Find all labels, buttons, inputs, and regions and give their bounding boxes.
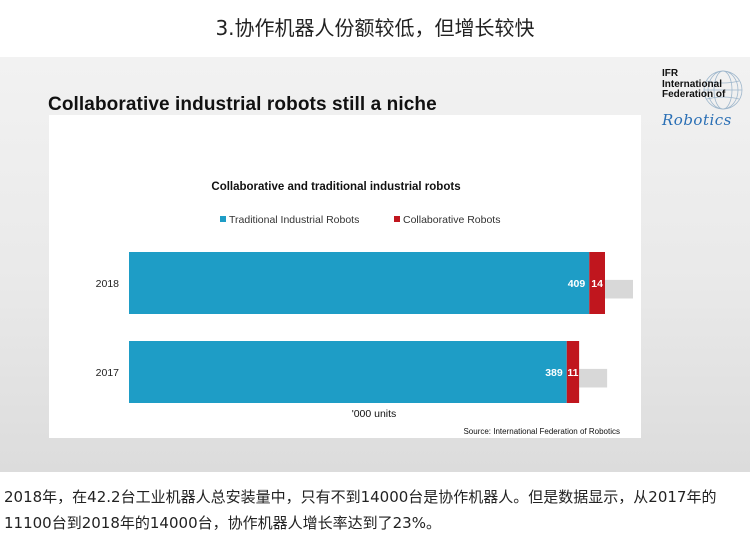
category-label: 2018 (96, 278, 120, 290)
logo-text: IFR International Federation of (662, 68, 726, 101)
page-title: 3.协作机器人份额较低，但增长较快 (215, 16, 535, 40)
bar-traditional (129, 341, 567, 403)
x-axis-label: '000 units (352, 408, 397, 420)
globe-icon (703, 70, 743, 110)
bar-shadow (605, 279, 633, 299)
bar-collaborative (589, 252, 605, 314)
bars: 2018 409 14 2017 389 11 (96, 252, 633, 403)
bar-traditional (129, 252, 590, 314)
data-label: 14 (591, 278, 603, 290)
chart-title: Collaborative and traditional industrial… (211, 181, 460, 193)
logo-line-ifr: IFR (662, 68, 679, 79)
legend-swatch (394, 216, 400, 222)
chart-panel: Collaborative and traditional industrial… (49, 115, 641, 438)
legend-item: Collaborative Robots (394, 214, 500, 226)
logo-line-international: International (662, 78, 723, 90)
data-label: 409 (568, 278, 586, 290)
legend-label: Traditional Industrial Robots (229, 214, 359, 226)
legend: Traditional Industrial Robots Collaborati… (220, 214, 500, 226)
source-note: Source: International Federation of Robo… (463, 427, 620, 436)
bar-shadow (579, 368, 608, 388)
category-label: 2017 (96, 367, 120, 379)
logo-script: Robotics (662, 111, 732, 129)
logo-line-federation: Federation of (662, 89, 726, 100)
ifr-logo: IFR International Federation of Robotics (662, 68, 744, 141)
caption-text: 2018年，在42.2台工业机器人总安装量中，只有不到14000台是协作机器人。… (4, 488, 717, 532)
slide-heading: Collaborative industrial robots still a … (48, 94, 437, 115)
stacked-bar-chart: Collaborative and traditional industrial… (96, 181, 633, 436)
legend-item: Traditional Industrial Robots (220, 214, 359, 226)
legend-label: Collaborative Robots (403, 214, 500, 226)
data-label: 11 (567, 367, 578, 379)
data-label: 389 (545, 367, 563, 379)
bar-collaborative (566, 341, 580, 403)
legend-swatch (220, 216, 226, 222)
